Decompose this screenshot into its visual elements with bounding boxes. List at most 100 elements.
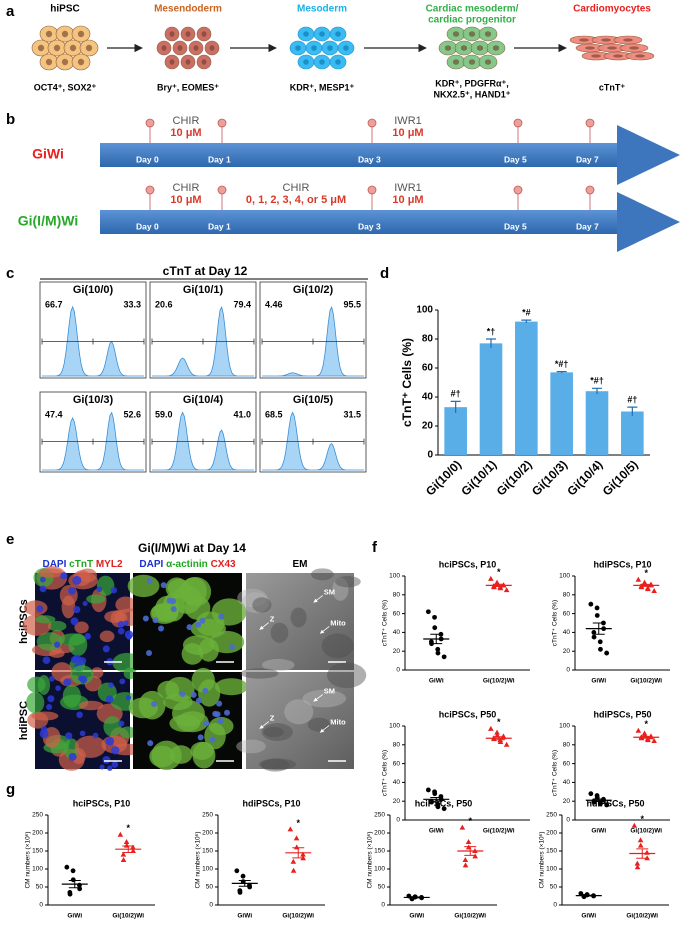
stage-name: Mesendoderm (154, 4, 222, 15)
significance: *#† (555, 359, 569, 369)
stain (180, 577, 207, 605)
nucleus-stain (54, 641, 61, 648)
nucleus-stain (105, 695, 114, 703)
em-texture (263, 726, 284, 738)
point (635, 576, 642, 582)
treatment-dose: 10 μM (170, 127, 201, 139)
day-pin-head (217, 118, 227, 128)
x-tick-label: GiWi (409, 913, 424, 920)
nucleus (335, 31, 341, 37)
y-tick-label: 100 (389, 573, 400, 580)
stage-name: Cardiomyocytes (573, 4, 651, 15)
em-arrow (313, 694, 324, 702)
stage-name: cardiac progenitor (428, 15, 516, 26)
stain (195, 611, 225, 636)
stain (209, 630, 245, 654)
day-pin-head (217, 185, 227, 195)
bar (585, 391, 609, 455)
nucleus-stain (228, 643, 235, 650)
nucleus-stain (195, 621, 202, 628)
nucleus (319, 59, 325, 65)
point (591, 799, 597, 805)
stain (96, 575, 115, 596)
histogram (262, 305, 364, 377)
point (459, 824, 466, 830)
y-tick-label: 100 (546, 866, 557, 873)
significance: * (296, 818, 300, 828)
error-bar (592, 387, 602, 395)
point (425, 787, 431, 793)
stain (151, 740, 182, 771)
point (598, 646, 603, 652)
stage-markers: NKX2.5⁺, HAND1⁺ (433, 89, 510, 99)
point (497, 585, 504, 591)
y-tick-label: 200 (546, 830, 557, 837)
em-label: SM (324, 686, 335, 695)
stage-cells (31, 25, 99, 71)
x-tick-label: Gi(10/5) (600, 457, 641, 498)
nucleus (185, 31, 191, 37)
y-tick-label: 40 (393, 779, 401, 786)
nucleus (629, 46, 639, 50)
day-label: Day 3 (358, 221, 381, 231)
stage-markers: KDR⁺, MESP1⁺ (290, 82, 355, 92)
y-axis-label: cTnT⁺ Cells (%) (382, 600, 389, 646)
stain (49, 649, 65, 658)
day-pin-head (513, 185, 523, 195)
point (237, 890, 243, 895)
stain (90, 667, 104, 679)
point (588, 601, 594, 607)
point (441, 654, 447, 660)
nucleus-stain (99, 764, 105, 770)
point (494, 729, 500, 735)
x-tick-label: Gi(10/2)Wi (282, 913, 314, 920)
day-label: Day 5 (504, 154, 527, 164)
significance: * (497, 717, 501, 727)
point (425, 609, 431, 615)
sem-bar (492, 736, 505, 741)
stain (47, 620, 67, 632)
y-tick-label: 80 (563, 592, 571, 599)
stain (115, 596, 137, 613)
point (578, 891, 584, 896)
x-tick-label: Gi(10/2)Wi (483, 828, 515, 835)
header-word: CX43 (211, 559, 236, 570)
x-tick-label: GiWi (429, 678, 444, 685)
y-tick-label: 80 (563, 742, 571, 749)
y-tick-label: 100 (416, 305, 433, 316)
gate-left: 20.6 (155, 299, 173, 309)
histogram (152, 411, 254, 471)
column-header: EM (293, 559, 308, 570)
sem-bar (122, 845, 135, 853)
em-texture (310, 568, 334, 581)
stage-name: Mesoderm (297, 4, 347, 15)
stain (27, 676, 46, 693)
x-tick-label: Gi(10/2)Wi (483, 678, 515, 685)
histogram-frame (39, 391, 147, 473)
panel-label: g (6, 781, 15, 798)
nucleus (169, 31, 175, 37)
gate-right: 52.6 (123, 409, 141, 419)
nucleus (607, 46, 617, 50)
point (465, 839, 472, 844)
stain (191, 667, 215, 693)
em-label: Z (270, 714, 275, 723)
error-bar (521, 319, 532, 324)
em-texture (326, 662, 367, 689)
y-tick-label: 50 (36, 884, 44, 891)
nucleus-stain (146, 578, 153, 585)
gate (41, 338, 145, 345)
nucleus (185, 59, 191, 65)
nucleus-stain (96, 586, 103, 593)
header-word: DAPI (42, 559, 66, 570)
x-tick-label: GiWi (591, 828, 606, 835)
point (594, 605, 600, 611)
nucleus (209, 45, 215, 51)
nucleus (484, 59, 492, 65)
nucleus (69, 44, 77, 52)
chart-title: hciPSCs, P10 (73, 798, 131, 808)
y-tick-label: 50 (206, 884, 214, 891)
em-texture (334, 576, 361, 588)
histogram-title: Gi(10/0) (73, 284, 114, 296)
y-tick-label: 50 (550, 884, 558, 891)
